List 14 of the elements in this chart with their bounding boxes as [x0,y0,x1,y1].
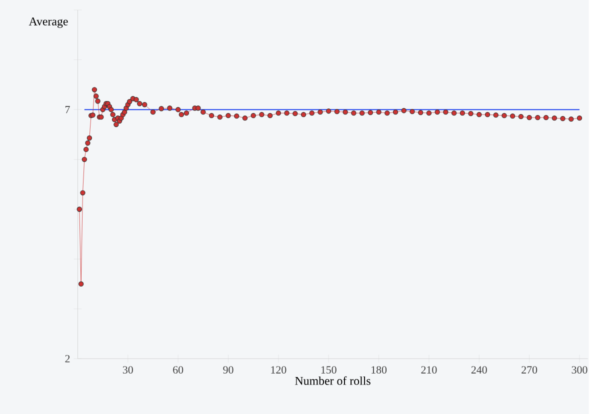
x-tick-label: 90 [223,366,234,374]
x-tick-label: 180 [372,366,387,374]
y-axis-title: Average [28,17,68,28]
x-tick-label: 30 [122,366,133,374]
x-tick-label: 150 [321,366,336,374]
x-tick-label: 60 [173,366,184,374]
x-tick-label: 210 [421,366,437,374]
x-tick-label: 270 [522,366,538,374]
x-tick-label: 120 [271,366,286,374]
x-tick-label: 300 [572,366,588,374]
y-tick-label: 2 [65,354,70,362]
x-axis-title: Number of rolls [295,376,370,385]
x-tick-label: 240 [471,366,487,374]
y-tick-label: 7 [65,106,70,113]
